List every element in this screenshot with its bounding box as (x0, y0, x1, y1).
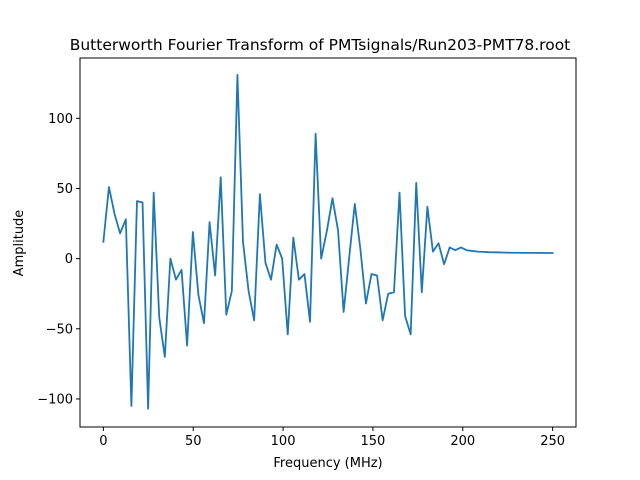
y-axis: −100 −50 0 50 100 (37, 112, 80, 407)
y-tick-label: −100 (37, 392, 73, 407)
x-tick-label: 0 (99, 434, 107, 449)
x-tick-label: 200 (450, 434, 475, 449)
y-tick-label: 0 (65, 252, 73, 267)
x-tick-label: 50 (185, 434, 202, 449)
plot-area (79, 57, 577, 428)
x-tick-label: 250 (540, 434, 565, 449)
axes-frame (79, 57, 577, 428)
x-tick-label: 100 (271, 434, 296, 449)
series-line (102, 73, 554, 410)
y-tick-label: −50 (46, 322, 73, 337)
y-tick-label: 50 (56, 182, 73, 197)
y-tick-label: 100 (48, 112, 73, 127)
x-axis: 0 50 100 150 200 250 (99, 427, 565, 449)
x-axis-label: Frequency (MHz) (273, 456, 382, 471)
x-tick-label: 150 (361, 434, 386, 449)
chart-title: Butterworth Fourier Transform of PMTsign… (70, 36, 571, 54)
y-axis-label: Amplitude (12, 210, 27, 277)
